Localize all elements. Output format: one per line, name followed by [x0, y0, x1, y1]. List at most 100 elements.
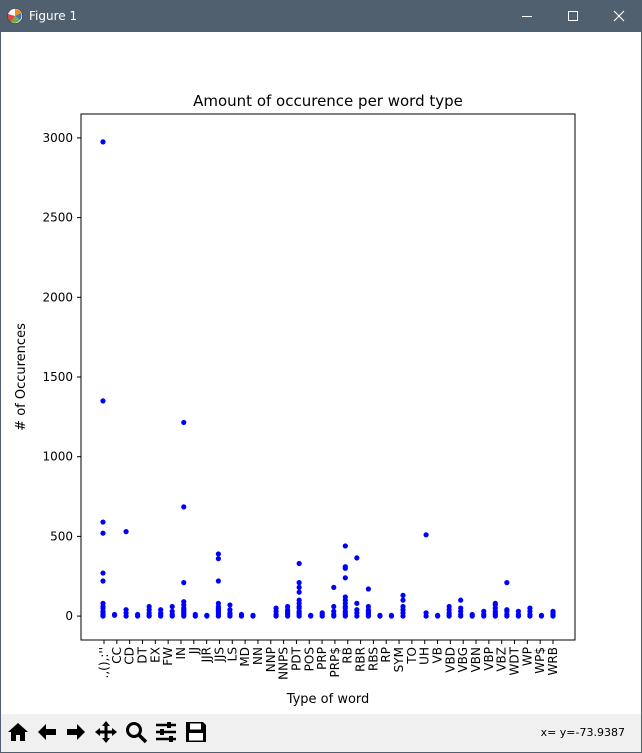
maximize-button[interactable]: [550, 0, 596, 32]
x-tick-label: JJS: [212, 647, 226, 663]
navigation-toolbar: x= y=-73.9387: [1, 714, 641, 752]
figure-canvas[interactable]: Amount of occurence per word type Type o…: [1, 32, 641, 714]
data-point: [331, 584, 337, 591]
x-tick-label: CC: [110, 647, 124, 664]
x-tick-label: TO: [405, 647, 419, 665]
data-point: [135, 611, 141, 618]
x-tick-label: MD: [238, 647, 252, 667]
data-point: [146, 603, 152, 610]
x-tick-label: VBN: [469, 647, 483, 672]
maximize-icon: [568, 11, 578, 21]
x-tick-label: WP$: [533, 647, 547, 674]
data-point: [204, 612, 210, 618]
home-icon: [8, 723, 28, 741]
x-tick-label: VBP: [482, 647, 496, 671]
data-point: [215, 578, 221, 584]
y-tick-label: 500: [50, 529, 73, 543]
data-point: [100, 139, 106, 145]
data-point: [538, 612, 545, 618]
data-point: [435, 612, 441, 618]
x-tick-label: NNP: [264, 647, 278, 672]
x-tick-label: WDT: [508, 646, 522, 675]
x-tick-label: EX: [148, 647, 162, 663]
y-tick-label: 2500: [42, 211, 73, 225]
data-point: [273, 605, 279, 611]
x-tick-label: LS: [225, 647, 239, 661]
data-point: [388, 612, 395, 618]
data-point: [123, 529, 129, 535]
data-point: [550, 608, 556, 614]
zoom-icon: [126, 722, 148, 744]
x-tick-label: DT: [135, 646, 149, 663]
data-point: [400, 597, 406, 603]
data-point: [227, 607, 233, 613]
x-tick-label: WRB: [546, 647, 560, 675]
data-point: [400, 592, 406, 598]
data-point: [250, 612, 256, 618]
x-tick-label: RBR: [354, 647, 368, 672]
data-point: [354, 600, 360, 606]
data-point: [354, 607, 360, 613]
window-titlebar: Figure 1: [0, 0, 642, 32]
data-point: [215, 551, 221, 557]
data-point: [377, 612, 383, 618]
close-icon: [613, 10, 625, 22]
data-point: [100, 530, 106, 536]
data-point: [111, 611, 118, 618]
back-button[interactable]: [33, 718, 61, 746]
x-tick-label: NNPS: [277, 647, 291, 680]
data-point: [342, 594, 348, 600]
data-point: [342, 564, 348, 570]
forward-arrow-icon: [67, 724, 85, 740]
x-tick-label: .,(),:'': [97, 647, 111, 678]
data-point: [285, 603, 291, 610]
data-point: [527, 605, 533, 611]
data-point: [504, 580, 510, 586]
pan-button[interactable]: [92, 718, 120, 746]
zoom-button[interactable]: [122, 718, 150, 746]
data-point: [296, 597, 302, 603]
data-point: [458, 597, 464, 603]
forward-button[interactable]: [62, 718, 90, 746]
window-border-left: [0, 32, 1, 753]
data-point: [123, 607, 129, 613]
x-tick-label: FW: [161, 647, 175, 666]
data-point: [227, 602, 233, 608]
configure-subplots-button[interactable]: [152, 718, 180, 746]
data-point: [100, 519, 106, 525]
data-point: [238, 611, 245, 618]
x-tick-label: VB: [431, 647, 445, 663]
configure-subplots-icon: [156, 722, 176, 742]
close-button[interactable]: [596, 0, 642, 32]
data-point: [296, 560, 302, 567]
x-tick-label: RP: [379, 647, 393, 663]
x-tick-label: RBS: [366, 647, 380, 671]
data-point: [100, 600, 106, 606]
data-point: [481, 608, 487, 614]
x-tick-label: POS: [302, 647, 316, 671]
cursor-coordinates: x= y=-73.9387: [540, 726, 625, 739]
data-point: [181, 599, 187, 605]
x-tick-label: JJR: [200, 647, 214, 663]
y-axis: 0 500 1000 1500 2000 2500 3000: [42, 131, 81, 623]
data-point: [492, 600, 498, 606]
data-point: [319, 610, 325, 616]
y-tick-label: 0: [65, 609, 73, 623]
data-point: [215, 556, 221, 562]
y-axis-label: # of Occurences: [14, 323, 29, 431]
data-point: [296, 584, 302, 591]
data-point: [308, 612, 314, 618]
data-point: [181, 419, 187, 426]
data-point: [100, 578, 106, 584]
data-point: [100, 570, 106, 576]
home-button[interactable]: [4, 718, 32, 746]
y-tick-label: 1000: [42, 450, 73, 464]
y-tick-label: 3000: [42, 131, 73, 145]
x-tick-label: WP: [520, 647, 534, 666]
data-point: [365, 586, 371, 592]
minimize-button[interactable]: [504, 0, 550, 32]
data-point: [181, 580, 187, 586]
data-point: [169, 603, 175, 610]
x-tick-label: PRP: [315, 647, 329, 670]
save-button[interactable]: [182, 718, 210, 746]
